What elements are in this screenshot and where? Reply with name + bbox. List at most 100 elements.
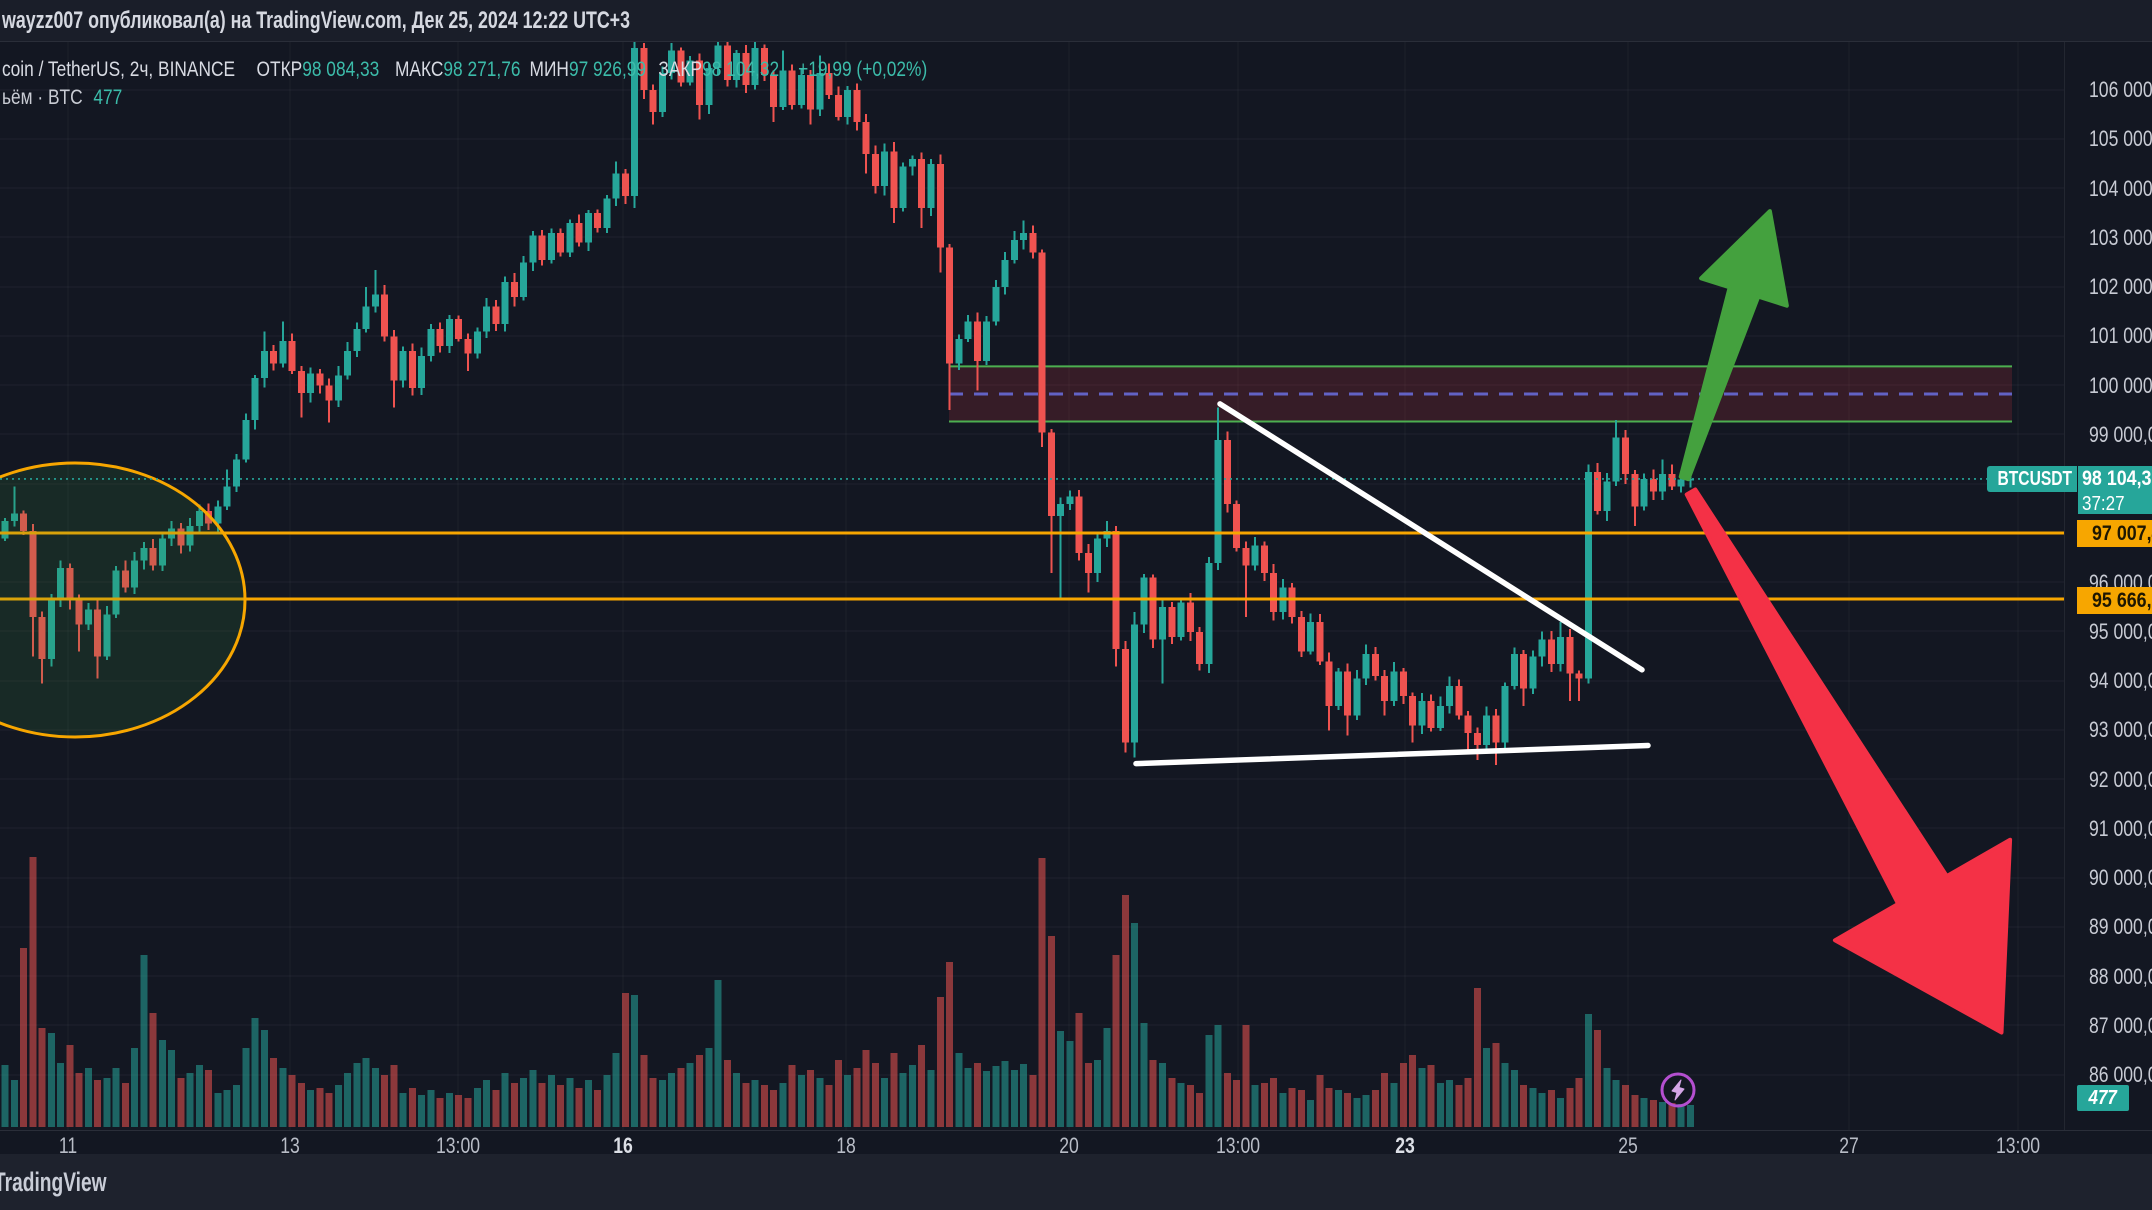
bearish-arrow[interactable] <box>1684 487 2013 1035</box>
candle[interactable] <box>1159 599 1166 684</box>
candle[interactable] <box>1409 692 1417 743</box>
candle[interactable] <box>371 269 379 313</box>
candle[interactable] <box>1316 613 1324 666</box>
candle[interactable] <box>547 228 555 264</box>
candle[interactable] <box>742 45 750 94</box>
candle[interactable] <box>723 41 731 87</box>
volume-bar[interactable] <box>1307 1100 1315 1127</box>
volume-bar[interactable] <box>816 1078 824 1127</box>
volume-bar[interactable] <box>603 1075 611 1127</box>
candle[interactable] <box>825 63 833 100</box>
volume-bar[interactable] <box>714 980 722 1127</box>
candle[interactable] <box>1196 627 1204 671</box>
candle[interactable] <box>186 517 194 552</box>
volume-bar[interactable] <box>621 993 629 1127</box>
volume-bar[interactable] <box>1399 1063 1407 1127</box>
candle[interactable] <box>501 276 509 332</box>
volume-bar[interactable] <box>918 1045 926 1127</box>
candle[interactable] <box>1084 543 1092 593</box>
candle[interactable] <box>1668 464 1676 490</box>
candle[interactable] <box>103 606 111 661</box>
candle[interactable] <box>483 298 491 338</box>
volume-bar[interactable] <box>1418 1068 1426 1127</box>
tradingview-logo[interactable]: TradingView <box>0 1167 107 1197</box>
volume-bar[interactable] <box>1622 1085 1629 1127</box>
volume-bar[interactable] <box>168 1050 176 1127</box>
volume-bar[interactable] <box>1344 1093 1352 1127</box>
candle[interactable] <box>381 285 389 342</box>
volume-bar[interactable] <box>1001 1061 1009 1127</box>
volume-bar[interactable] <box>908 1065 916 1127</box>
volume-bar[interactable] <box>1501 1063 1509 1127</box>
candle[interactable] <box>75 594 83 652</box>
volume-bar[interactable] <box>834 1060 842 1127</box>
candle[interactable] <box>1140 573 1148 633</box>
candle[interactable] <box>1177 597 1185 641</box>
volume-bar[interactable] <box>742 1083 750 1127</box>
candle[interactable] <box>399 346 407 388</box>
volume-bar[interactable] <box>1205 1035 1213 1127</box>
last-price-badge[interactable]: 98 104,32 37:27 <box>2078 466 2152 514</box>
candle[interactable] <box>890 142 898 224</box>
candle[interactable] <box>1362 644 1370 685</box>
candle[interactable] <box>344 341 352 380</box>
candles[interactable] <box>1 41 1694 765</box>
volume-bar[interactable] <box>1436 1083 1444 1127</box>
volume-bar[interactable] <box>1047 936 1055 1127</box>
volume-bar[interactable] <box>1464 1078 1472 1127</box>
volume-bar[interactable] <box>408 1088 416 1127</box>
volume-bar[interactable] <box>1149 1060 1157 1127</box>
volume-bar[interactable] <box>1057 1031 1065 1127</box>
candle[interactable] <box>566 219 574 258</box>
volume-bar[interactable] <box>1112 955 1120 1127</box>
volume-bar[interactable] <box>121 1083 129 1127</box>
candle[interactable] <box>233 454 240 493</box>
volume-bar[interactable] <box>807 1070 815 1127</box>
candle[interactable] <box>177 523 185 554</box>
candle[interactable] <box>1260 541 1268 582</box>
candle[interactable] <box>594 209 602 233</box>
volume-bar[interactable] <box>1390 1083 1398 1127</box>
volume-axis-badge[interactable]: 477 <box>2077 1085 2129 1111</box>
candle[interactable] <box>760 44 768 82</box>
volume-bar[interactable] <box>1121 895 1129 1127</box>
volume-bar[interactable] <box>1020 1064 1028 1127</box>
candle[interactable] <box>390 330 398 408</box>
candle[interactable] <box>1464 710 1472 751</box>
volume-bar[interactable] <box>270 1058 278 1127</box>
candle[interactable] <box>964 315 972 342</box>
volume-bar[interactable] <box>112 1068 120 1127</box>
candle[interactable] <box>334 365 342 408</box>
candle[interactable] <box>529 230 537 272</box>
candle[interactable] <box>1 518 9 542</box>
volume-bar[interactable] <box>260 1030 268 1127</box>
candle[interactable] <box>1251 537 1259 571</box>
candle[interactable] <box>1371 646 1379 681</box>
volume-bar[interactable] <box>983 1071 991 1127</box>
candle[interactable] <box>1297 611 1305 657</box>
candle[interactable] <box>38 611 46 684</box>
volume-bar[interactable] <box>279 1068 287 1127</box>
candle[interactable] <box>1066 490 1074 510</box>
volume-bar[interactable] <box>1668 1103 1676 1127</box>
volume-bar[interactable] <box>1279 1093 1287 1127</box>
volume-bar[interactable] <box>10 1080 18 1127</box>
candle[interactable] <box>1344 663 1352 736</box>
volume-bar[interactable] <box>362 1058 370 1127</box>
candle[interactable] <box>797 68 805 109</box>
volume-bar[interactable] <box>1260 1083 1268 1127</box>
volume-bar[interactable] <box>1353 1098 1361 1127</box>
volume-bar[interactable] <box>825 1085 833 1127</box>
volume-bar[interactable] <box>149 1013 157 1127</box>
volume-bar[interactable] <box>242 1048 250 1127</box>
candle[interactable] <box>649 84 657 125</box>
candle[interactable] <box>955 334 963 370</box>
volume-bar[interactable] <box>288 1075 296 1127</box>
volume-bar[interactable] <box>751 1080 759 1127</box>
candle[interactable] <box>538 230 546 266</box>
candle[interactable] <box>1186 592 1194 642</box>
volume-bar[interactable] <box>1270 1078 1278 1127</box>
candle[interactable] <box>427 324 435 362</box>
volume-bar[interactable] <box>47 1033 55 1127</box>
candle[interactable] <box>94 600 102 679</box>
